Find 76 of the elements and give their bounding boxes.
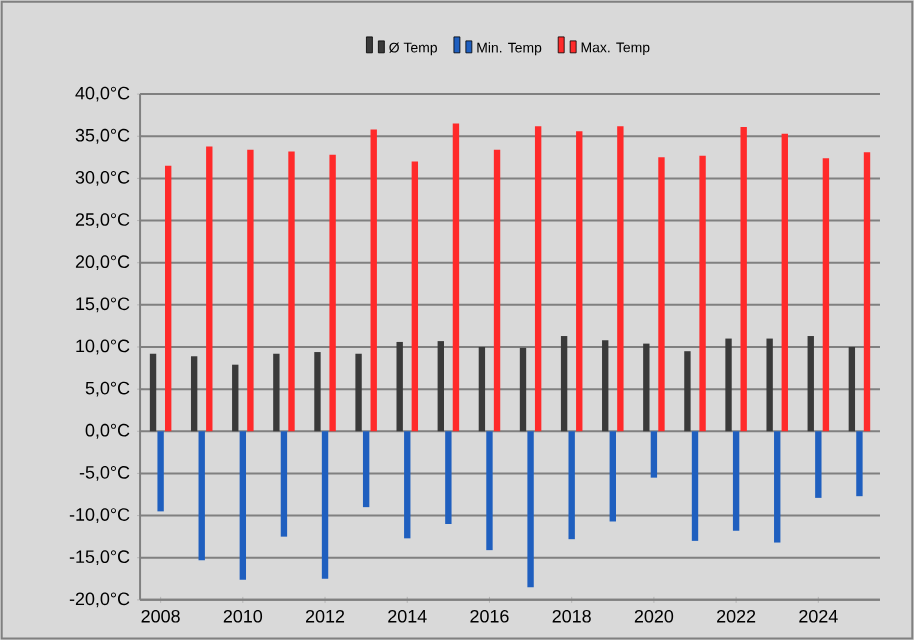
bar bbox=[314, 351, 321, 432]
x-tick-label: 2014 bbox=[388, 609, 427, 623]
bar bbox=[452, 123, 460, 432]
bar bbox=[445, 431, 452, 524]
bar bbox=[848, 346, 856, 432]
bar bbox=[519, 347, 527, 432]
bar bbox=[807, 335, 814, 432]
bar bbox=[437, 341, 444, 432]
x-tick-label: 2018 bbox=[552, 609, 591, 623]
bar bbox=[732, 431, 740, 531]
bar bbox=[486, 431, 493, 551]
bar bbox=[280, 431, 288, 537]
bar bbox=[396, 341, 403, 432]
bar bbox=[781, 133, 788, 432]
bar bbox=[206, 146, 213, 432]
bar bbox=[560, 335, 568, 432]
bar bbox=[157, 431, 164, 512]
y-tick-label: 10,0°C bbox=[76, 339, 130, 355]
bar bbox=[190, 356, 198, 432]
bar bbox=[684, 351, 691, 432]
y-tick-label: 5,0°C bbox=[85, 381, 130, 397]
bar bbox=[404, 431, 411, 539]
bar bbox=[691, 431, 699, 541]
bar bbox=[527, 431, 534, 588]
bar bbox=[198, 431, 205, 561]
bar bbox=[239, 431, 247, 580]
bar bbox=[534, 126, 542, 432]
x-tick-label: 2022 bbox=[717, 609, 756, 623]
y-tick-label: -20,0°C bbox=[69, 592, 130, 608]
y-tick-label: 35,0°C bbox=[75, 128, 130, 144]
bar bbox=[699, 155, 706, 432]
bar bbox=[822, 158, 830, 432]
bar bbox=[617, 126, 624, 432]
bar bbox=[609, 431, 616, 522]
bar bbox=[602, 340, 609, 432]
bar bbox=[355, 353, 362, 432]
y-tick-label: -5,0°C bbox=[79, 465, 130, 481]
bar bbox=[725, 338, 732, 432]
bar bbox=[643, 343, 650, 432]
x-tick-label: 2024 bbox=[799, 609, 838, 623]
bar bbox=[273, 353, 280, 432]
bar bbox=[576, 131, 583, 432]
bar bbox=[774, 431, 781, 543]
bar bbox=[478, 346, 486, 432]
y-tick-label: 40,0°C bbox=[75, 86, 130, 102]
x-tick-label: 2010 bbox=[223, 609, 263, 623]
x-tick-label: 2016 bbox=[470, 609, 509, 623]
y-tick-label: 25,0°C bbox=[75, 213, 130, 228]
bar bbox=[658, 157, 665, 432]
bar bbox=[362, 431, 370, 508]
bar bbox=[149, 353, 157, 432]
x-tick-label: 2012 bbox=[306, 609, 345, 623]
bar bbox=[370, 129, 377, 432]
bar bbox=[321, 431, 329, 579]
bar bbox=[329, 154, 336, 432]
bar bbox=[493, 149, 501, 432]
y-tick-label: -10,0°C bbox=[69, 508, 130, 523]
bar bbox=[740, 126, 747, 432]
bar bbox=[766, 338, 773, 432]
bar bbox=[568, 431, 575, 540]
bar bbox=[165, 165, 172, 432]
y-tick-label: -15,0°C bbox=[69, 550, 130, 566]
bar bbox=[815, 431, 822, 498]
bar bbox=[650, 431, 658, 478]
bar bbox=[247, 149, 254, 432]
bar bbox=[288, 151, 295, 432]
x-tick-label: 2020 bbox=[634, 609, 674, 623]
x-tick-label: 2008 bbox=[141, 609, 180, 623]
y-tick-label: 0,0°C bbox=[85, 423, 130, 439]
bar bbox=[856, 431, 863, 497]
bar bbox=[411, 161, 419, 432]
bar bbox=[232, 364, 239, 432]
bar bbox=[863, 152, 871, 432]
y-tick-label: 15,0°C bbox=[76, 297, 130, 313]
y-tick-label: 20,0°C bbox=[75, 255, 130, 271]
y-tick-label: 30,0°C bbox=[75, 170, 130, 186]
